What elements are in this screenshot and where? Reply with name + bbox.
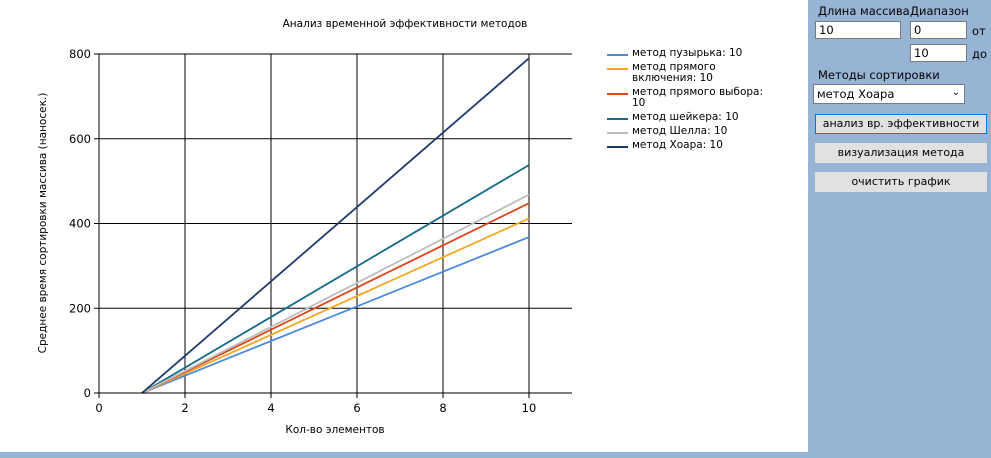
y-tick-label: 800 [69, 47, 91, 61]
y-tick-label: 200 [69, 301, 91, 315]
series-lines [141, 57, 530, 394]
legend-item: метод пузырька: 10 [607, 48, 777, 62]
legend-swatch [607, 68, 628, 70]
series-line [141, 217, 530, 394]
range-to-input[interactable] [910, 44, 967, 62]
chart: Анализ временной эффективности методов К… [37, 18, 572, 436]
clear-chart-button[interactable]: очистить график [815, 172, 987, 192]
series-line [141, 202, 530, 394]
legend-swatch [607, 118, 628, 120]
legend-label: метод Шелла: 10 [632, 125, 728, 137]
legend-label: метод Хоара: 10 [632, 139, 723, 151]
series-line [141, 236, 530, 394]
chart-panel: Анализ временной эффективности методов К… [0, 0, 808, 452]
chart-title: Анализ временной эффективности методов [283, 18, 528, 30]
array-length-input[interactable] [815, 21, 901, 39]
series-line [141, 57, 530, 394]
legend-item: метод Хоара: 10 [607, 140, 777, 154]
sort-methods-label: Методы сортировки [818, 68, 940, 82]
series-line [141, 193, 530, 394]
legend-swatch [607, 93, 628, 95]
y-tick-label: 400 [69, 217, 91, 231]
series-line [141, 164, 530, 394]
range-from-input[interactable] [910, 21, 967, 39]
y-tick-label: 600 [69, 132, 91, 146]
legend-label: метод прямого включения: 10 [632, 61, 716, 84]
visualize-method-button[interactable]: визуализация метода [815, 143, 987, 163]
legend-item: метод шейкера: 10 [607, 112, 777, 126]
x-tick-label: 0 [95, 401, 102, 415]
x-tick-label: 2 [181, 401, 188, 415]
legend-label: метод прямого выбора: 10 [632, 86, 764, 109]
legend-item: метод прямого выбора: 10 [607, 87, 777, 112]
tick-labels: 0 2 4 6 8 10 0 200 400 600 800 [69, 47, 536, 415]
legend-swatch [607, 54, 628, 56]
legend: метод пузырька: 10 метод прямого включени… [607, 48, 777, 154]
x-tick-label: 6 [353, 401, 360, 415]
legend-swatch [607, 146, 628, 148]
range-label: Диапазон [910, 4, 969, 18]
x-axis-label: Кол-во элементов [285, 424, 384, 436]
y-tick-label: 0 [84, 386, 91, 400]
grid [99, 53, 572, 393]
legend-item: метод Шелла: 10 [607, 126, 777, 140]
legend-label: метод пузырька: 10 [632, 47, 743, 59]
chevron-down-icon[interactable]: ⌄ [951, 87, 960, 98]
axes [94, 53, 572, 398]
x-tick-label: 10 [522, 401, 537, 415]
x-tick-label: 4 [267, 401, 274, 415]
array-length-label: Длина массива [818, 4, 910, 18]
legend-label: метод шейкера: 10 [632, 111, 739, 123]
range-to-label: до [972, 47, 987, 61]
analyze-efficiency-button[interactable]: анализ вр. эффективности [815, 114, 987, 134]
y-axis-label: Среднее время сортировки массива (наносе… [37, 93, 49, 354]
legend-swatch [607, 132, 628, 134]
sort-method-value: метод Хоара [817, 87, 895, 101]
x-tick-label: 8 [439, 401, 446, 415]
range-from-label: от [972, 24, 986, 38]
sort-method-select[interactable]: метод Хоара ⌄ [813, 84, 965, 104]
legend-item: метод прямого включения: 10 [607, 62, 777, 87]
